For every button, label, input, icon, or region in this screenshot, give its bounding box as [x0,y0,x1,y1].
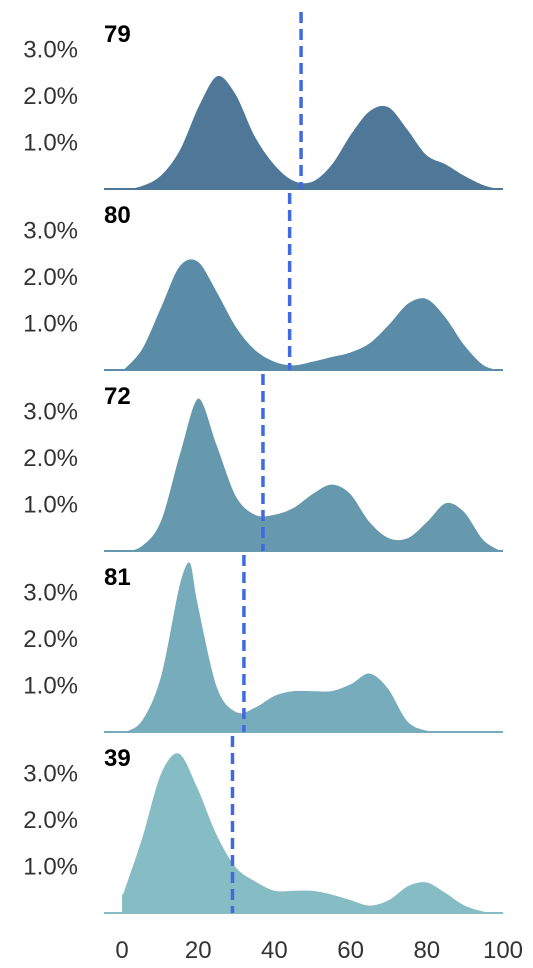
density-area-72 [122,397,503,551]
panel-79: 1.0% 2.0% 3.0% 79 [23,12,504,190]
density-outline-39 [121,751,504,914]
y-tick-label: 3.0% [23,399,78,426]
y-tick-label: 3.0% [23,580,78,607]
x-tick-label: 80 [413,937,440,964]
density-outline-79 [121,73,504,190]
y-tick-label: 3.0% [23,218,78,245]
y-tick-label: 1.0% [23,673,78,700]
x-tick-label: 0 [115,937,128,964]
density-area-81 [122,561,503,733]
y-tick-label: 3.0% [23,37,78,64]
panel-label: 81 [104,564,131,591]
y-tick-label: 2.0% [23,445,78,472]
panel-label: 79 [104,21,131,48]
x-axis: 0 20 40 60 80 100 [115,937,523,964]
density-area-79 [122,74,503,189]
y-tick-label: 1.0% [23,854,78,881]
y-tick-label: 1.0% [23,130,78,157]
panel-label: 72 [104,383,131,410]
y-tick-label: 1.0% [23,492,78,519]
panel-80: 1.0% 2.0% 3.0% 80 [23,193,504,371]
density-outline-80 [121,257,504,371]
x-tick-label: 60 [337,937,364,964]
y-tick-label: 2.0% [23,83,78,110]
x-tick-label: 100 [483,937,523,964]
y-tick-label: 2.0% [23,626,78,653]
y-tick-label: 1.0% [23,311,78,338]
density-area-39 [122,752,503,913]
panel-72: 1.0% 2.0% 3.0% 72 [23,374,504,552]
panel-81: 1.0% 2.0% 3.0% 81 [23,555,503,734]
density-area-80 [122,258,503,370]
x-tick-label: 40 [261,937,288,964]
density-outline-72 [121,396,504,552]
y-tick-label: 3.0% [23,761,78,788]
panel-label: 80 [104,202,131,229]
y-tick-label: 2.0% [23,807,78,834]
y-tick-label: 2.0% [23,264,78,291]
panel-39: 1.0% 2.0% 3.0% 39 [23,736,504,914]
x-tick-label: 20 [185,937,212,964]
ridgeline-panels: 1.0% 2.0% 3.0% 79 1.0% 2.0% 3.0% 80 1.0% 2.0% 3.0%… [23,12,504,914]
panel-label: 39 [104,745,131,772]
density-outline-81 [121,560,503,734]
